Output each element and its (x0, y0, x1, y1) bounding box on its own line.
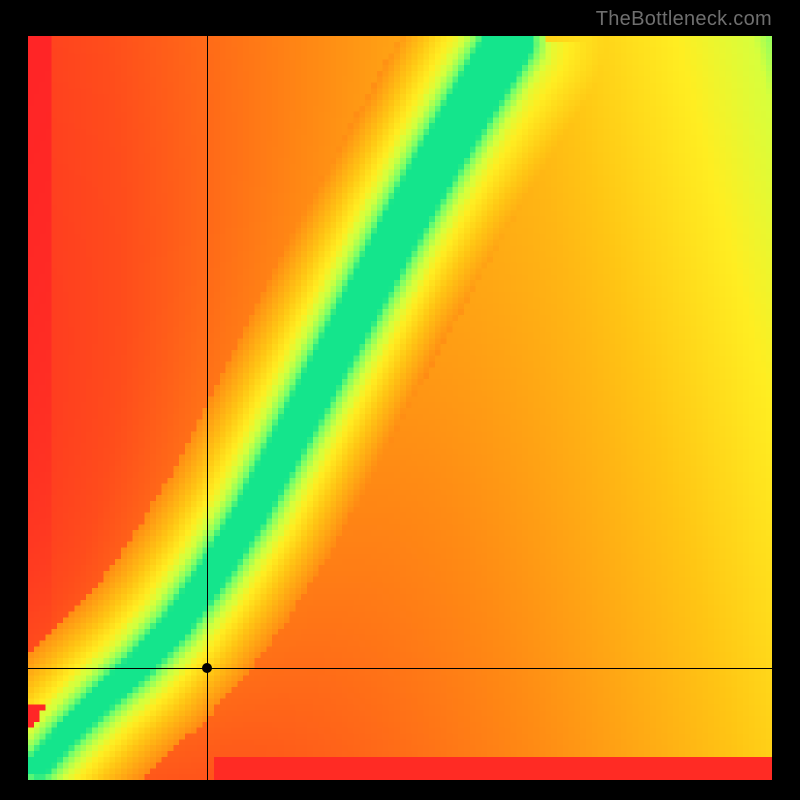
watermark: TheBottleneck.com (596, 8, 772, 31)
crosshair-marker (202, 663, 212, 673)
crosshair-horizontal (28, 668, 772, 669)
heatmap-plot (28, 36, 772, 780)
